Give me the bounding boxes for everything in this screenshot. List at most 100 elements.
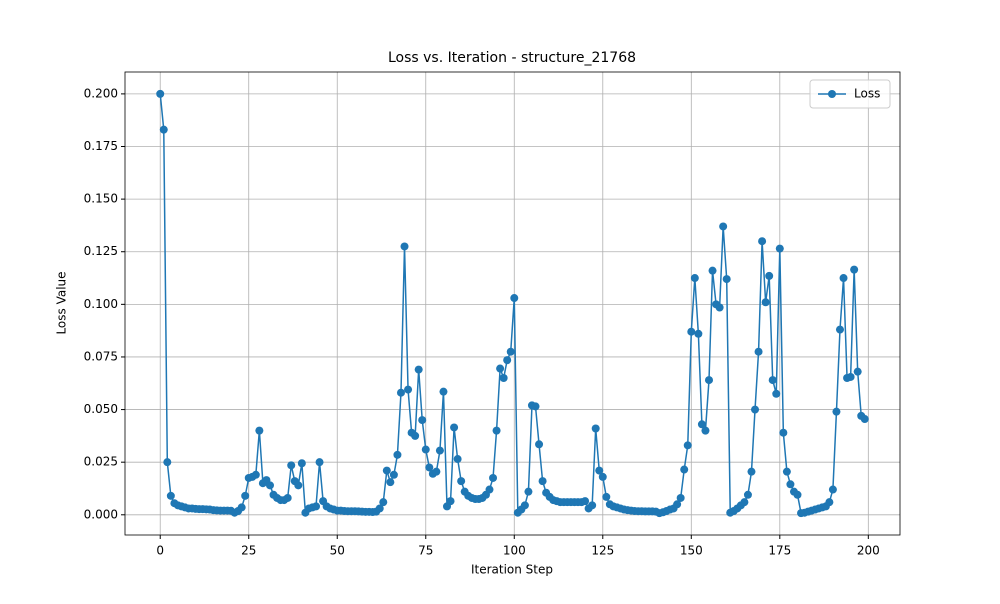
marker — [510, 294, 519, 303]
marker — [294, 481, 303, 490]
marker — [683, 441, 692, 450]
marker — [680, 465, 689, 474]
marker — [265, 481, 274, 490]
marker — [287, 461, 296, 470]
marker — [758, 237, 767, 246]
y-tick-label: 0.075 — [84, 349, 118, 363]
marker — [453, 455, 462, 464]
marker — [704, 376, 713, 385]
marker — [860, 415, 869, 424]
marker — [839, 274, 848, 283]
marker — [499, 374, 508, 383]
marker — [312, 502, 321, 511]
marker — [743, 490, 752, 499]
x-tick-label: 200 — [857, 544, 880, 558]
marker — [524, 487, 533, 496]
marker — [163, 458, 172, 467]
marker — [457, 477, 466, 486]
marker — [241, 491, 250, 500]
x-tick-label: 0 — [156, 544, 164, 558]
x-tick-label: 150 — [680, 544, 703, 558]
marker — [283, 493, 292, 502]
marker — [538, 477, 547, 486]
y-tick-label: 0.050 — [84, 402, 118, 416]
marker — [673, 500, 682, 509]
y-tick-label: 0.175 — [84, 139, 118, 153]
marker — [694, 329, 703, 338]
marker — [602, 492, 611, 501]
marker — [393, 450, 402, 459]
marker — [775, 244, 784, 253]
marker — [768, 376, 777, 385]
x-tick-label: 100 — [503, 544, 526, 558]
y-axis-label: Loss Value — [55, 271, 69, 334]
x-tick-label: 75 — [418, 544, 433, 558]
marker — [386, 478, 395, 487]
marker — [715, 303, 724, 312]
marker — [772, 389, 781, 398]
marker — [690, 274, 699, 283]
marker — [159, 125, 168, 134]
marker — [697, 420, 706, 429]
marker — [846, 372, 855, 381]
marker — [747, 467, 756, 476]
marker — [761, 298, 770, 307]
marker — [450, 423, 459, 432]
legend-box — [809, 79, 891, 109]
marker — [446, 497, 455, 506]
marker — [779, 428, 788, 437]
marker — [782, 467, 791, 476]
marker — [825, 498, 834, 507]
x-tick-label: 125 — [591, 544, 614, 558]
marker — [396, 388, 405, 397]
marker — [439, 387, 448, 396]
legend: Loss — [809, 79, 891, 109]
marker — [255, 426, 264, 435]
marker — [421, 445, 430, 454]
marker — [506, 347, 515, 356]
marker — [828, 485, 837, 494]
y-tick-label: 0.000 — [84, 507, 118, 521]
marker — [701, 426, 710, 435]
marker — [722, 275, 731, 284]
marker — [432, 467, 441, 476]
y-tick-label: 0.100 — [84, 297, 118, 311]
marker — [751, 405, 760, 414]
marker — [853, 367, 862, 376]
x-tick-label: 50 — [330, 544, 345, 558]
marker — [503, 356, 512, 365]
line — [159, 93, 866, 515]
marker — [435, 446, 444, 455]
marker — [832, 407, 841, 416]
marker — [850, 265, 859, 274]
x-axis-label: Iteration Step — [471, 563, 553, 577]
marker — [166, 491, 175, 500]
x-tick-label: 25 — [241, 544, 256, 558]
marker — [581, 497, 590, 506]
marker — [425, 463, 434, 472]
y-tick-label: 0.200 — [84, 86, 118, 100]
marker — [765, 271, 774, 280]
y-tick-label: 0.025 — [84, 455, 118, 469]
marker — [492, 426, 501, 435]
marker — [793, 490, 802, 499]
marker — [719, 222, 728, 231]
marker — [595, 466, 604, 475]
marker — [687, 327, 696, 336]
marker — [520, 501, 529, 510]
marker — [379, 498, 388, 507]
marker — [404, 385, 413, 394]
y-tick-label: 0.150 — [84, 192, 118, 206]
plot-frame — [124, 71, 901, 536]
marker — [418, 416, 427, 425]
marker — [489, 473, 498, 482]
marker — [237, 503, 246, 512]
marker — [588, 501, 597, 510]
marker — [414, 365, 423, 374]
marker — [389, 470, 398, 479]
marker — [708, 266, 717, 275]
marker — [485, 485, 494, 494]
legend-label: Loss — [854, 87, 880, 101]
marker — [382, 466, 391, 475]
